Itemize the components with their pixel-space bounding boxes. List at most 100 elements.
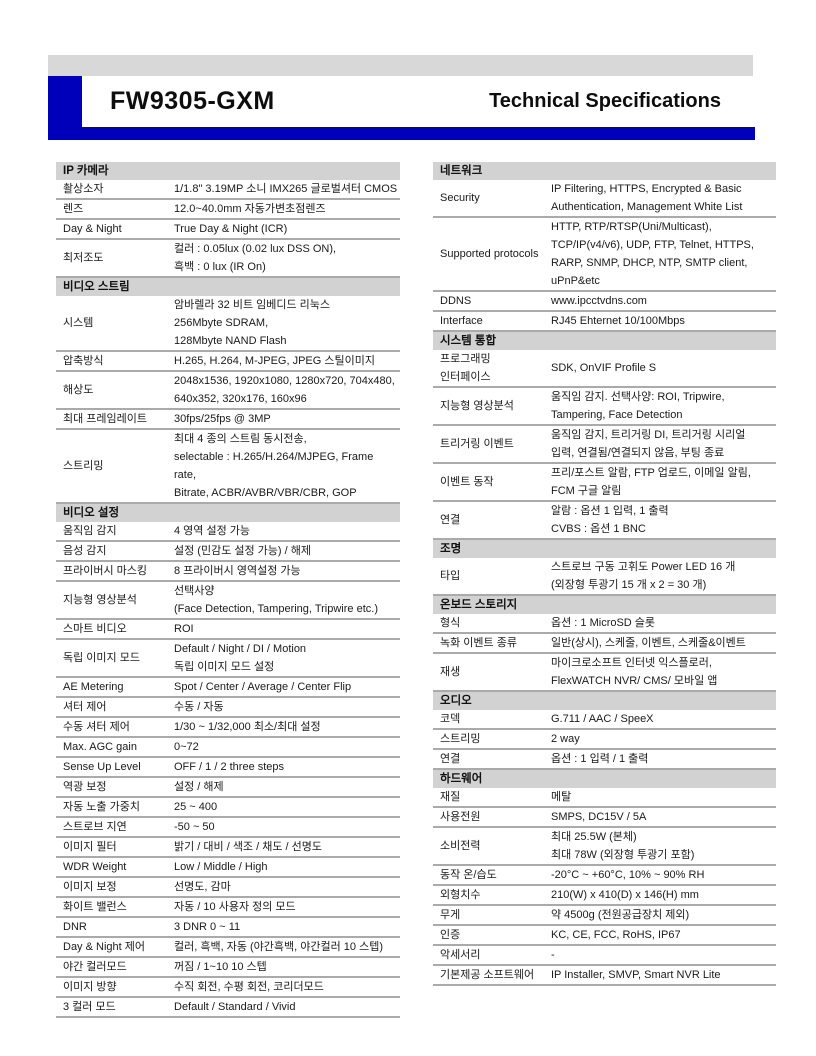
spec-value: 움직임 감지. 선택사양: ROI, Tripwire, Tampering, F… bbox=[551, 391, 725, 421]
spec-row: 무게 약 4500g (전원공급장치 제외) bbox=[433, 906, 776, 926]
spec-row: 트리거링 이벤트 움직임 감지, 트리거링 DI, 트리거링 시리얼 입력, 연결됨… bbox=[433, 426, 776, 464]
model-title: FW9305-GXM bbox=[110, 87, 275, 115]
spec-label: 프라이버시 마스킹 bbox=[63, 565, 148, 577]
spec-row: 이미지 필터 밝기 / 대비 / 색조 / 채도 / 선명도 bbox=[56, 838, 400, 858]
spec-label: 화이트 밸런스 bbox=[63, 901, 127, 913]
spec-row: 연결 옵션 : 1 입력 / 1 출력 bbox=[433, 750, 776, 770]
spec-label: 셔터 제어 bbox=[63, 701, 107, 713]
spec-label: 연결 bbox=[440, 753, 461, 765]
spec-label: 지능형 영상분석 bbox=[63, 594, 137, 606]
spec-value: 8 프라이버시 영역설정 가능 bbox=[174, 565, 301, 577]
spec-row: 재질 메탈 bbox=[433, 788, 776, 808]
spec-value: KC, CE, FCC, RoHS, IP67 bbox=[551, 929, 681, 941]
section-header: 비디오 스트림 bbox=[56, 278, 400, 296]
spec-label: 연결 bbox=[440, 514, 461, 526]
spec-value: 옵션 : 1 MicroSD 슬롯 bbox=[551, 617, 656, 629]
spec-value: RJ45 Ehternet 10/100Mbps bbox=[551, 315, 685, 327]
spec-row: 해상도 2048x1536, 1920x1080, 1280x720, 704x4… bbox=[56, 372, 400, 410]
spec-value: 설정 (민감도 설정 가능) / 해제 bbox=[174, 545, 311, 557]
spec-label: 이미지 보정 bbox=[63, 881, 117, 893]
spec-row: 최대 프레임레이트 30fps/25fps @ 3MP bbox=[56, 410, 400, 430]
spec-row: Day & Night 제어 컬러, 흑백, 자동 (야간흑백, 야간컬러 10 … bbox=[56, 938, 400, 958]
spec-value: 2 way bbox=[551, 733, 580, 745]
spec-value: G.711 / AAC / SpeeX bbox=[551, 713, 654, 725]
spec-row: 프라이버시 마스킹 8 프라이버시 영역설정 가능 bbox=[56, 562, 400, 582]
spec-row: 이미지 방향 수직 회전, 수평 회전, 코리더모드 bbox=[56, 978, 400, 998]
spec-label: 스트로브 지연 bbox=[63, 821, 127, 833]
spec-row: AE Metering Spot / Center / Average / Cen… bbox=[56, 678, 400, 698]
spec-column-left: IP 카메라 촬상소자 1/1.8" 3.19MP 소니 IMX265 글로벌셔터 … bbox=[56, 162, 400, 1018]
spec-value: IP Filtering, HTTPS, Encrypted & Basic Au… bbox=[551, 183, 743, 213]
spec-row: 스마트 비디오 ROI bbox=[56, 620, 400, 640]
spec-row: 렌즈 12.0~40.0mm 자동가변초점렌즈 bbox=[56, 200, 400, 220]
spec-label: 촬상소자 bbox=[63, 183, 104, 195]
spec-value: 프리/포스트 알람, FTP 업로드, 이메일 알림, FCM 구글 알림 bbox=[551, 467, 751, 497]
spec-row: DNR 3 DNR 0 ~ 11 bbox=[56, 918, 400, 938]
spec-label: 스트리밍 bbox=[63, 460, 104, 472]
spec-row: 기본제공 소프트웨어 IP Installer, SMVP, Smart NVR … bbox=[433, 966, 776, 986]
spec-label: 타입 bbox=[440, 570, 461, 582]
spec-value: 12.0~40.0mm 자동가변초점렌즈 bbox=[174, 203, 326, 215]
spec-label: 이벤트 동작 bbox=[440, 476, 494, 488]
spec-label: Interface bbox=[440, 315, 483, 327]
spec-label: Supported protocols bbox=[440, 248, 539, 260]
spec-label: 압축방식 bbox=[63, 355, 104, 367]
spec-row: 재생 마이크로소프트 인터넷 익스플로러, FlexWATCH NVR/ CMS/ … bbox=[433, 654, 776, 692]
spec-label: 독립 이미지 모드 bbox=[63, 652, 140, 664]
spec-value: 0~72 bbox=[174, 741, 199, 753]
spec-value: 3 DNR 0 ~ 11 bbox=[174, 921, 241, 933]
spec-value: SMPS, DC15V / 5A bbox=[551, 811, 647, 823]
spec-row: 외형치수 210(W) x 410(D) x 146(H) mm bbox=[433, 886, 776, 906]
spec-row: 음성 감지 설정 (민감도 설정 가능) / 해제 bbox=[56, 542, 400, 562]
spec-row: Sense Up Level OFF / 1 / 2 three steps bbox=[56, 758, 400, 778]
spec-value: 움직임 감지, 트리거링 DI, 트리거링 시리얼 입력, 연결됨/연결되지 않음… bbox=[551, 429, 746, 459]
spec-value: 수직 회전, 수평 회전, 코리더모드 bbox=[174, 981, 324, 993]
spec-row: 압축방식 H.265, H.264, M-JPEG, JPEG 스틸이미지 bbox=[56, 352, 400, 372]
spec-label: Day & Night bbox=[63, 223, 122, 235]
spec-row: 녹화 이벤트 종류 일반(상시), 스케줄, 이벤트, 스케줄&이벤트 bbox=[433, 634, 776, 654]
spec-row: 역광 보정 설정 / 해제 bbox=[56, 778, 400, 798]
spec-label: 악세서리 bbox=[440, 949, 481, 961]
spec-label: Security bbox=[440, 192, 480, 204]
spec-row: 지능형 영상분석 움직임 감지. 선택사양: ROI, Tripwire, Tamp… bbox=[433, 388, 776, 426]
header-blue-bottom-bar bbox=[48, 127, 755, 140]
spec-value: OFF / 1 / 2 three steps bbox=[174, 761, 285, 773]
spec-value: 컬러, 흑백, 자동 (야간흑백, 야간컬러 10 스텝) bbox=[174, 941, 383, 953]
spec-label: 형식 bbox=[440, 617, 461, 629]
spec-row: WDR Weight Low / Middle / High bbox=[56, 858, 400, 878]
section-header: 비디오 설정 bbox=[56, 504, 400, 522]
spec-value: 자동 / 10 사용자 정의 모드 bbox=[174, 901, 296, 913]
spec-value: 최대 4 종의 스트림 동시전송, selectable : H.265/H.26… bbox=[174, 433, 374, 499]
header-title-band: FW9305-GXM Technical Specifications bbox=[48, 76, 755, 127]
spec-value: -50 ~ 50 bbox=[174, 821, 215, 833]
spec-value: H.265, H.264, M-JPEG, JPEG 스틸이미지 bbox=[174, 355, 375, 367]
spec-value: 1/1.8" 3.19MP 소니 IMX265 글로벌셔터 CMOS bbox=[174, 183, 398, 195]
spec-value: IP Installer, SMVP, Smart NVR Lite bbox=[551, 969, 721, 981]
section-header: 조명 bbox=[433, 540, 776, 558]
spec-row: 야간 컬러모드 꺼짐 / 1~10 10 스텝 bbox=[56, 958, 400, 978]
section-header: 온보드 스토리지 bbox=[433, 596, 776, 614]
spec-label: WDR Weight bbox=[63, 861, 127, 873]
spec-row: Security IP Filtering, HTTPS, Encrypted &… bbox=[433, 180, 776, 218]
spec-row: 소비전력 최대 25.5W (본체) 최대 78W (외장형 투광기 포함) bbox=[433, 828, 776, 866]
spec-row: 최저조도 컬러 : 0.05lux (0.02 lux DSS ON), 흑백 : … bbox=[56, 240, 400, 278]
spec-row: 이미지 보정 선명도, 감마 bbox=[56, 878, 400, 898]
spec-row: 독립 이미지 모드 Default / Night / DI / Motion 독립… bbox=[56, 640, 400, 678]
spec-row: Max. AGC gain 0~72 bbox=[56, 738, 400, 758]
spec-label: 역광 보정 bbox=[63, 781, 107, 793]
spec-label: 이미지 방향 bbox=[63, 981, 117, 993]
spec-row: 촬상소자 1/1.8" 3.19MP 소니 IMX265 글로벌셔터 CMOS bbox=[56, 180, 400, 200]
spec-row: 스트리밍 2 way bbox=[433, 730, 776, 750]
spec-value: True Day & Night (ICR) bbox=[174, 223, 288, 235]
spec-label: 기본제공 소프트웨어 bbox=[440, 969, 535, 981]
section-header: 네트워크 bbox=[433, 162, 776, 180]
spec-row: 동작 온/습도 -20°C ~ +60°C, 10% ~ 90% RH bbox=[433, 866, 776, 886]
spec-row: 화이트 밸런스 자동 / 10 사용자 정의 모드 bbox=[56, 898, 400, 918]
spec-row: 프로그래밍 인터페이스 SDK, OnVIF Profile S bbox=[433, 350, 776, 388]
spec-label: 동작 온/습도 bbox=[440, 869, 497, 881]
spec-value: 일반(상시), 스케줄, 이벤트, 스케줄&이벤트 bbox=[551, 637, 746, 649]
spec-label: 렌즈 bbox=[63, 203, 84, 215]
spec-label: 야간 컬러모드 bbox=[63, 961, 127, 973]
spec-row: 3 컬러 모드 Default / Standard / Vivid bbox=[56, 998, 400, 1018]
